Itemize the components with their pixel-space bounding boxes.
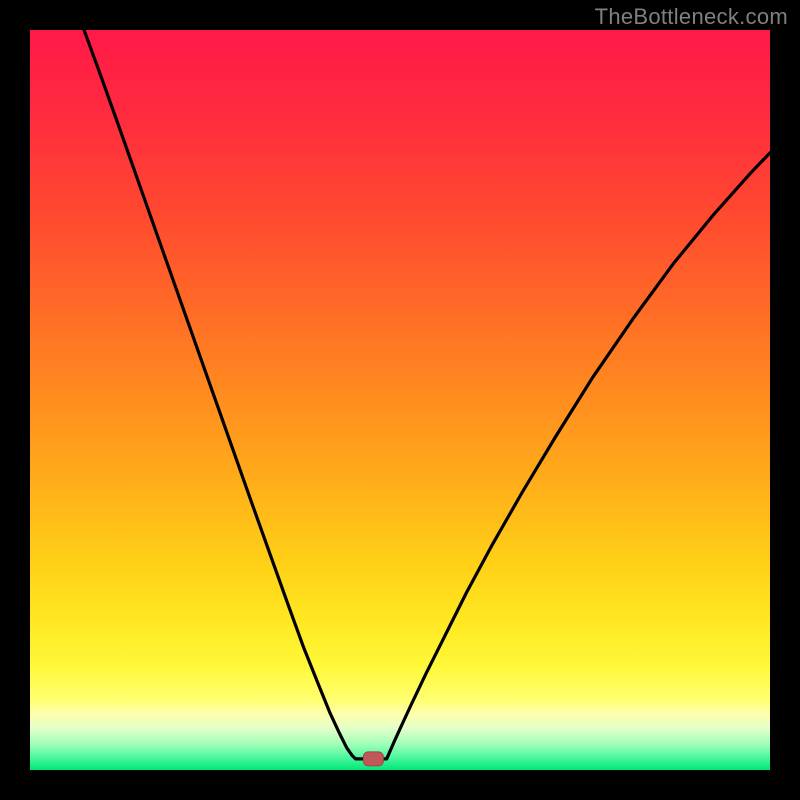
- chart-svg: [30, 30, 770, 770]
- plot-area: [30, 30, 770, 770]
- watermark-text: TheBottleneck.com: [595, 4, 788, 30]
- chart-frame: TheBottleneck.com: [0, 0, 800, 800]
- min-marker: [363, 752, 383, 766]
- gradient-background: [30, 30, 770, 770]
